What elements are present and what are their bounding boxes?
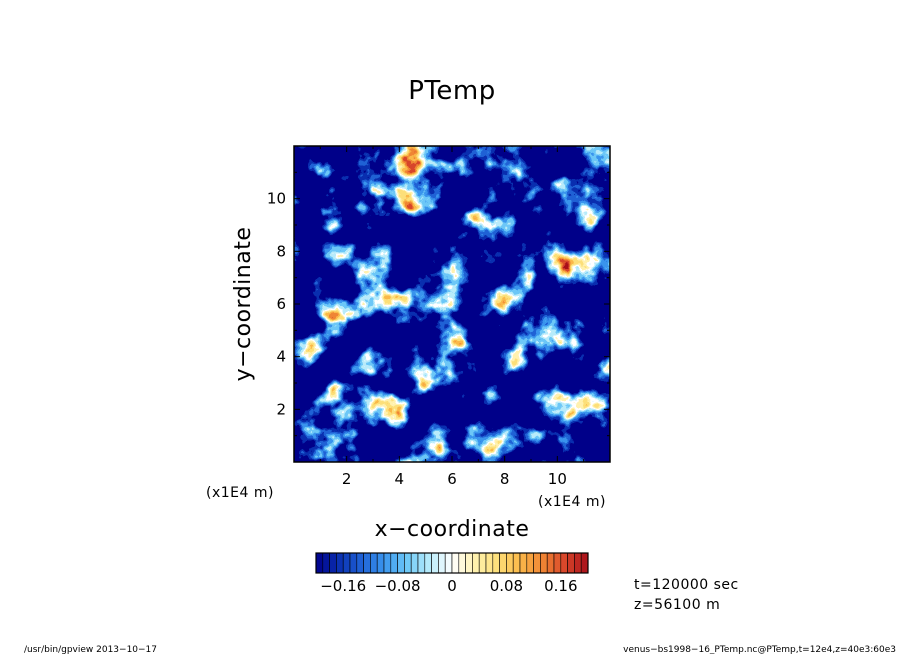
colorbar-tick-labels: −0.16 −0.08 0 0.08 0.16 <box>320 577 577 595</box>
colorbar-tick-label: 0 <box>447 577 457 595</box>
colorbar-segment <box>540 552 548 574</box>
colorbar-segment <box>383 552 392 574</box>
x-tick-label: 4 <box>395 470 405 488</box>
colorbar-segment <box>519 552 528 574</box>
colorbar-segment <box>410 552 419 574</box>
y-tick-label: 6 <box>276 295 286 313</box>
colorbar-segment <box>363 552 371 574</box>
colorbar-segment <box>356 552 364 574</box>
colorbar-segment <box>444 552 453 574</box>
colorbar-segment <box>342 552 351 574</box>
x-tick-label: 10 <box>548 470 567 488</box>
x-axis-title: x−coordinate <box>375 517 530 542</box>
colorbar-segment <box>458 552 466 574</box>
colorbar-segment <box>580 552 589 574</box>
footer-left: /usr/bin/gpview 2013−10−17 <box>24 645 157 654</box>
colorbar-segment <box>451 552 460 574</box>
y-tick-label: 4 <box>276 348 286 366</box>
y-tick-label: 2 <box>276 400 286 418</box>
x-axis-unit: (x1E4 m) <box>538 494 606 510</box>
colorbar-segment <box>417 552 426 574</box>
colorbar-tick-label: −0.16 <box>320 577 366 595</box>
colorbar-tick-label: 0.08 <box>490 577 523 595</box>
colorbar-segment <box>567 552 575 574</box>
colorbar-segment <box>431 552 439 574</box>
heatmap-field <box>294 146 610 462</box>
y-axis-ticks: 2 4 6 8 10 <box>267 171 610 437</box>
colorbar-segment <box>349 552 358 574</box>
x-tick-label: 8 <box>500 470 510 488</box>
colorbar-segment <box>506 552 514 574</box>
colorbar-segment <box>574 552 582 574</box>
colorbar-segment <box>492 552 500 574</box>
y-axis-title: y−coordinate <box>231 227 256 382</box>
colorbar-segment <box>376 552 385 574</box>
chart-title: PTemp <box>408 76 496 106</box>
colorbar-segment <box>397 552 405 574</box>
y-axis-unit: (x1E4 m) <box>206 485 274 501</box>
colorbar <box>315 552 589 574</box>
colorbar-segment <box>336 552 344 574</box>
colorbar-segment <box>512 552 521 574</box>
colorbar-segment <box>322 552 330 574</box>
y-tick-label: 10 <box>267 190 286 208</box>
colorbar-segment <box>404 552 412 574</box>
heatmap-field-fill <box>294 146 610 462</box>
x-tick-label: 2 <box>342 470 352 488</box>
colorbar-segment <box>478 552 487 574</box>
x-axis-ticks: 2 4 6 8 10 <box>319 146 585 488</box>
colorbar-segment <box>533 552 541 574</box>
y-tick-label: 8 <box>276 242 286 260</box>
colorbar-segment <box>424 552 432 574</box>
time-info: t=120000 sec <box>634 577 739 593</box>
colorbar-tick-label: 0.16 <box>544 577 577 595</box>
colorbar-tick-label: −0.08 <box>375 577 421 595</box>
colorbar-segment <box>390 552 398 574</box>
colorbar-segment <box>370 552 378 574</box>
height-info: z=56100 m <box>634 597 720 613</box>
colorbar-segment <box>329 552 337 574</box>
colorbar-segment <box>553 552 562 574</box>
footer-right: venus−bs1998−16_PTemp.nc@PTemp,t=12e4,z=… <box>623 645 896 654</box>
colorbar-frame <box>315 552 589 574</box>
colorbar-segment <box>560 552 568 574</box>
x-tick-label: 6 <box>447 470 457 488</box>
colorbar-segment <box>315 552 324 574</box>
colorbar-segment <box>499 552 507 574</box>
colorbar-segment <box>472 552 480 574</box>
colorbar-segment <box>526 552 534 574</box>
colorbar-segment <box>465 552 473 574</box>
colorbar-segment <box>546 552 555 574</box>
colorbar-segment <box>438 552 446 574</box>
colorbar-segment <box>485 552 494 574</box>
